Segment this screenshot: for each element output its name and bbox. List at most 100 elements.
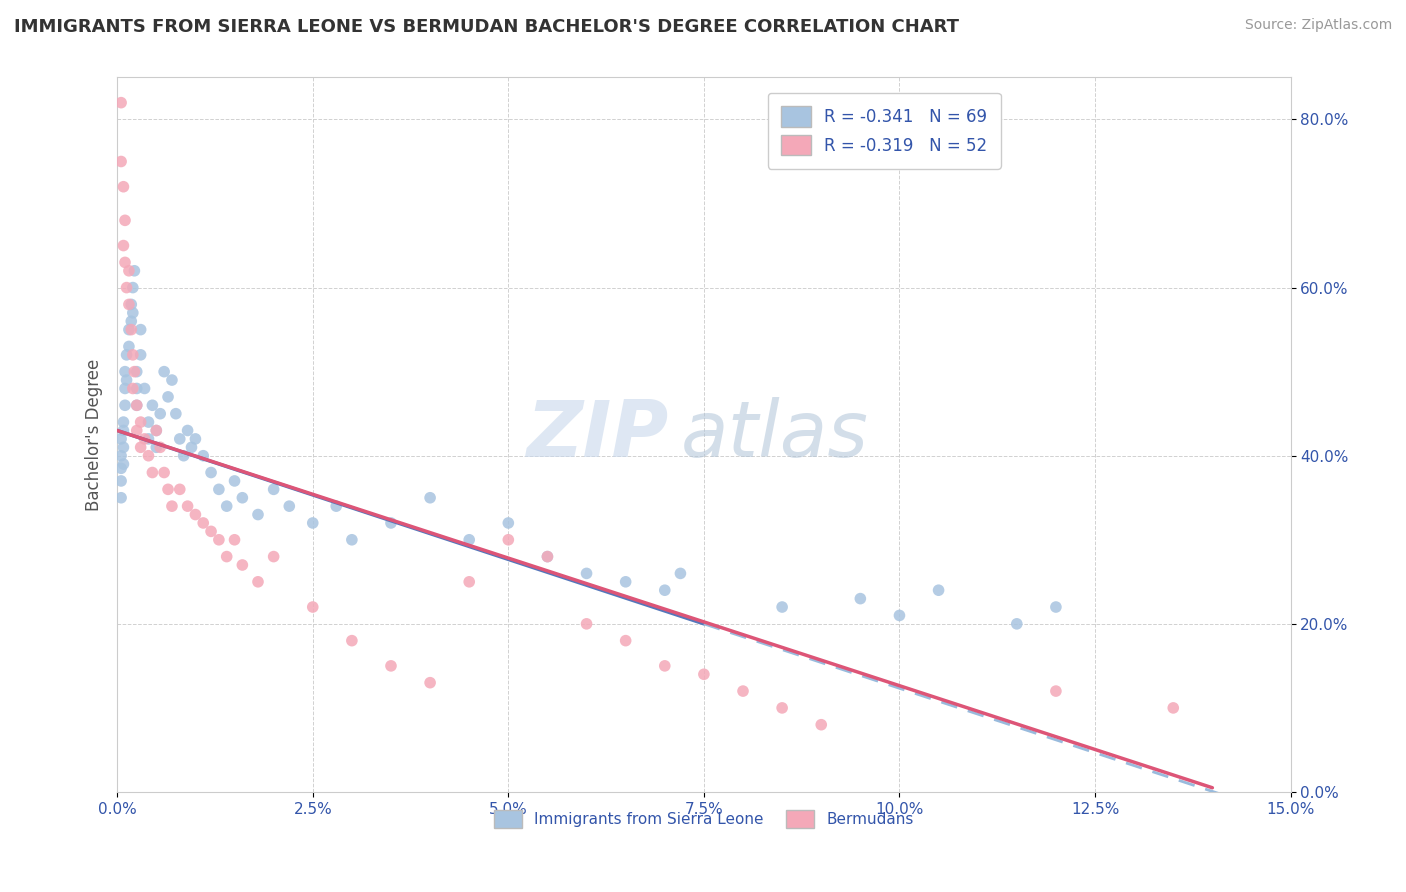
Point <box>731 684 754 698</box>
Point <box>208 533 231 547</box>
Point <box>193 449 215 463</box>
Point <box>118 339 141 353</box>
Point <box>231 491 253 505</box>
Point <box>458 533 481 547</box>
Point <box>129 440 152 454</box>
Point <box>129 348 152 362</box>
Point <box>115 373 138 387</box>
Point <box>770 600 793 615</box>
Point <box>134 382 156 396</box>
Point <box>124 365 146 379</box>
Point <box>380 516 402 530</box>
Point <box>110 449 132 463</box>
Point <box>134 432 156 446</box>
Point <box>114 382 136 396</box>
Point <box>380 658 402 673</box>
Point <box>224 474 246 488</box>
Point <box>340 633 363 648</box>
Point <box>224 533 246 547</box>
Point <box>536 549 558 564</box>
Point <box>114 255 136 269</box>
Point <box>114 398 136 412</box>
Point <box>112 457 135 471</box>
Point <box>118 297 141 311</box>
Point <box>169 483 191 497</box>
Point <box>112 440 135 454</box>
Point <box>114 213 136 227</box>
Point <box>138 415 160 429</box>
Point <box>325 499 347 513</box>
Point <box>160 499 183 513</box>
Point <box>160 373 183 387</box>
Point <box>263 483 285 497</box>
Point <box>184 432 207 446</box>
Point <box>419 675 441 690</box>
Point <box>110 474 132 488</box>
Text: Source: ZipAtlas.com: Source: ZipAtlas.com <box>1244 18 1392 32</box>
Point <box>110 95 132 110</box>
Point <box>263 549 285 564</box>
Point <box>215 499 238 513</box>
Point <box>575 616 598 631</box>
Point <box>246 574 269 589</box>
Point <box>1005 616 1028 631</box>
Point <box>340 533 363 547</box>
Point <box>149 407 172 421</box>
Point <box>165 407 187 421</box>
Point <box>215 549 238 564</box>
Point <box>693 667 716 681</box>
Point <box>176 424 198 438</box>
Text: ZIP: ZIP <box>526 397 669 473</box>
Point <box>301 600 323 615</box>
Point <box>121 348 143 362</box>
Point <box>115 348 138 362</box>
Point <box>112 424 135 438</box>
Point <box>770 701 793 715</box>
Point <box>810 717 832 731</box>
Point <box>110 154 132 169</box>
Point <box>889 608 911 623</box>
Point <box>120 297 142 311</box>
Point <box>110 461 132 475</box>
Point <box>141 466 163 480</box>
Point <box>124 264 146 278</box>
Point <box>654 583 676 598</box>
Point <box>145 424 167 438</box>
Point <box>125 398 148 412</box>
Point <box>121 280 143 294</box>
Point <box>112 238 135 252</box>
Point <box>118 323 141 337</box>
Point <box>138 432 160 446</box>
Point <box>654 658 676 673</box>
Point <box>669 566 692 581</box>
Point <box>1045 684 1067 698</box>
Point <box>928 583 950 598</box>
Point <box>536 549 558 564</box>
Point <box>141 398 163 412</box>
Point <box>149 440 172 454</box>
Point <box>200 524 222 539</box>
Point <box>112 179 135 194</box>
Point <box>301 516 323 530</box>
Point <box>112 415 135 429</box>
Point <box>193 516 215 530</box>
Point <box>153 466 176 480</box>
Point <box>121 306 143 320</box>
Legend: Immigrants from Sierra Leone, Bermudans: Immigrants from Sierra Leone, Bermudans <box>488 804 920 834</box>
Point <box>138 449 160 463</box>
Point <box>153 365 176 379</box>
Point <box>129 323 152 337</box>
Point <box>176 499 198 513</box>
Point <box>208 483 231 497</box>
Y-axis label: Bachelor's Degree: Bachelor's Degree <box>86 359 103 511</box>
Point <box>169 432 191 446</box>
Point <box>120 314 142 328</box>
Point <box>419 491 441 505</box>
Point <box>498 533 520 547</box>
Point <box>125 365 148 379</box>
Point <box>121 382 143 396</box>
Point <box>129 415 152 429</box>
Point <box>246 508 269 522</box>
Point <box>125 424 148 438</box>
Point <box>231 558 253 572</box>
